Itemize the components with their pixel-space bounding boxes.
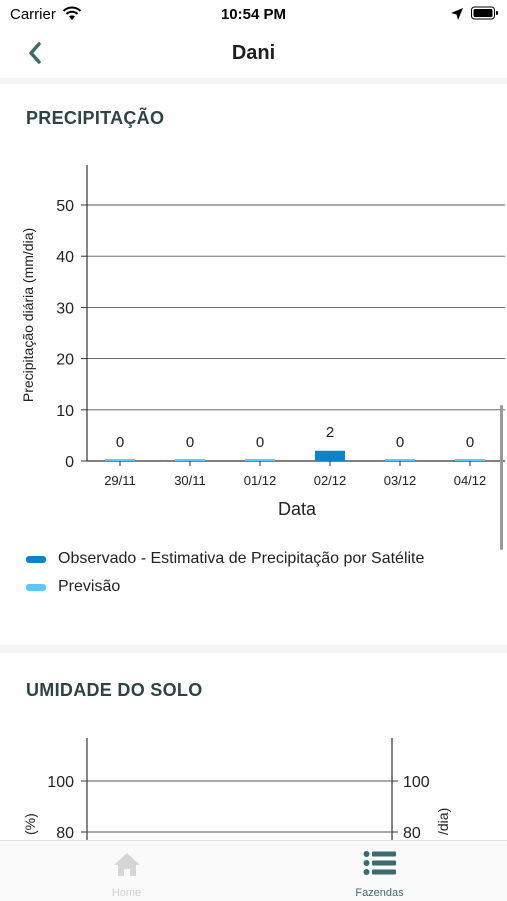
x-tick-label: 04/12 — [454, 473, 487, 488]
tab-fazendas-label: Fazendas — [355, 887, 404, 899]
bar-forecast — [455, 459, 485, 461]
scroll-indicator[interactable] — [500, 405, 503, 550]
tab-bar: Home Fazendas — [0, 840, 507, 901]
battery-icon — [471, 6, 499, 26]
carrier-label: Carrier — [10, 6, 56, 23]
right-y-tick-label: 80 — [403, 825, 421, 840]
forecast-swatch — [26, 583, 46, 591]
y-tick-label: 40 — [56, 249, 74, 266]
y-tick-label: 50 — [56, 198, 74, 215]
right-y-axis-title: /dia) — [435, 808, 451, 835]
location-arrow-icon — [450, 7, 464, 26]
section-divider — [0, 645, 507, 653]
left-y-tick-label: 80 — [56, 825, 74, 840]
precipitation-legend: Observado - Estimativa de Precipitação p… — [26, 545, 424, 601]
y-tick-label: 0 — [65, 454, 74, 471]
tab-home-label: Home — [111, 887, 142, 899]
x-axis-title: Data — [278, 499, 317, 519]
bar-forecast — [105, 459, 135, 461]
back-button[interactable] — [22, 38, 52, 68]
legend-item-observed: Observado - Estimativa de Precipitação p… — [26, 545, 424, 573]
x-tick-label: 30/11 — [174, 473, 206, 488]
x-tick-label: 29/11 — [104, 473, 136, 488]
left-y-axis-title: (%) — [22, 813, 38, 835]
status-bar: Carrier 10:54 PM — [0, 0, 507, 30]
x-tick-label: 03/12 — [384, 473, 417, 488]
data-label: 0 — [396, 434, 404, 451]
bar-forecast — [175, 459, 205, 461]
legend-item-forecast: Previsão — [26, 573, 424, 601]
page-title: Dani — [231, 42, 276, 64]
list-icon — [363, 850, 397, 881]
house-icon — [112, 850, 142, 883]
bar-observed — [315, 450, 345, 461]
x-tick-label: 02/12 — [314, 473, 347, 488]
left-y-tick-label: 100 — [47, 774, 74, 791]
bar-forecast — [385, 459, 415, 461]
y-tick-label: 20 — [56, 352, 74, 369]
navigation-bar: Dani — [0, 30, 507, 79]
data-label: 0 — [466, 434, 474, 451]
data-label: 2 — [326, 424, 334, 441]
legend-label: Observado - Estimativa de Precipitação p… — [58, 550, 425, 567]
precipitation-title: PRECIPITAÇÃO — [26, 108, 165, 128]
bar-forecast — [245, 459, 275, 461]
soil-moisture-title: UMIDADE DO SOLO — [26, 680, 203, 700]
y-axis-title: Precipitação diária (mm/dia) — [20, 228, 36, 402]
tab-fazendas[interactable]: Fazendas — [253, 841, 506, 901]
soil-moisture-chart: 80 100 80 100 (%) /dia) — [22, 738, 451, 840]
x-tick-label: 01/12 — [244, 473, 277, 488]
data-label: 0 — [256, 434, 264, 451]
data-label: 0 — [116, 434, 124, 451]
y-tick-label: 30 — [56, 300, 74, 317]
legend-label: Previsão — [58, 578, 121, 595]
header-shadow — [0, 78, 507, 84]
observed-swatch — [26, 555, 46, 563]
right-y-tick-label: 100 — [403, 774, 430, 791]
y-tick-label: 10 — [56, 403, 74, 420]
chevron-left-icon — [29, 42, 41, 64]
wifi-icon — [62, 6, 82, 26]
data-label: 0 — [186, 434, 194, 451]
tab-home[interactable]: Home — [0, 841, 253, 901]
clock: 10:54 PM — [220, 6, 287, 23]
